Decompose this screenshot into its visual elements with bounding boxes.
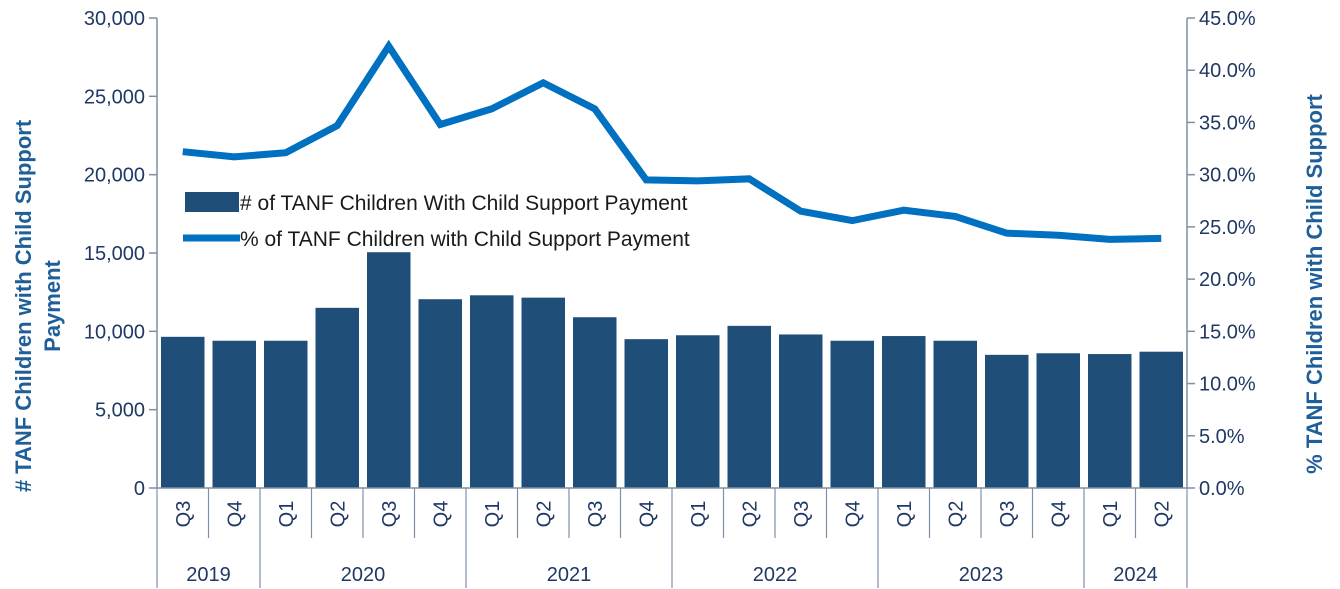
line-series xyxy=(182,39,1162,243)
year-label-1: 2020 xyxy=(341,564,386,586)
bar-13 xyxy=(830,340,874,488)
legend: # of TANF Children With Child Support Pa… xyxy=(183,192,690,251)
category-axis: Q3 Q4 Q1 Q2 Q3 Q4 Q1 Q2 Q3 Q4 Q1 Q2 Q3 Q4 Q1 Q2 Q3 Q4 Q1 Q2… xyxy=(156,488,1188,588)
year-label-3: 2022 xyxy=(753,564,798,586)
quarter-label-8: Q3 xyxy=(585,501,607,528)
bar-16 xyxy=(985,354,1029,488)
year-label-5: 2024 xyxy=(1113,564,1158,586)
axes xyxy=(156,18,1188,489)
bar-8 xyxy=(573,317,617,488)
quarter-label-19: Q2 xyxy=(1151,501,1173,528)
quarter-label-15: Q2 xyxy=(945,501,967,528)
right-tick-label-7: 35.0% xyxy=(1199,112,1256,134)
bar-7 xyxy=(521,297,565,488)
left-tick-label-0: 0 xyxy=(134,478,145,500)
right-tick-label-1: 5.0% xyxy=(1199,426,1245,448)
percent-line xyxy=(182,39,1162,243)
quarter-label-7: Q2 xyxy=(533,501,555,528)
right-axis-ticks: 0.0% 5.0% 10.0% 15.0% 20.0% 25.0% 30.0% 35.0% 40… xyxy=(1187,8,1256,500)
bar-1 xyxy=(212,340,256,488)
quarter-label-1: Q4 xyxy=(224,501,246,528)
left-tick-label-2: 10,000 xyxy=(84,321,145,343)
quarter-label-5: Q4 xyxy=(430,501,452,528)
legend-bar-label: # of TANF Children With Child Support Pa… xyxy=(240,192,688,215)
right-tick-label-4: 20.0% xyxy=(1199,269,1256,291)
left-tick-label-5: 25,000 xyxy=(84,86,145,108)
bar-15 xyxy=(933,340,977,488)
bar-3 xyxy=(315,307,359,488)
quarter-label-3: Q2 xyxy=(327,501,349,528)
quarter-label-9: Q4 xyxy=(636,501,658,528)
left-tick-label-4: 20,000 xyxy=(84,165,145,187)
quarter-label-0: Q3 xyxy=(173,501,195,528)
year-label-0: 2019 xyxy=(186,564,231,586)
left-tick-label-1: 5,000 xyxy=(95,400,145,422)
right-tick-label-6: 30.0% xyxy=(1199,165,1256,187)
left-tick-label-6: 30,000 xyxy=(84,8,145,30)
left-tick-label-3: 15,000 xyxy=(84,243,145,265)
right-tick-label-8: 40.0% xyxy=(1199,60,1256,82)
quarter-label-10: Q1 xyxy=(688,501,710,528)
quarter-label-18: Q1 xyxy=(1100,501,1122,528)
legend-line-label: % of TANF Children with Child Support Pa… xyxy=(240,228,690,251)
right-tick-label-3: 15.0% xyxy=(1199,321,1256,343)
quarter-label-13: Q4 xyxy=(842,501,864,528)
quarter-label-17: Q4 xyxy=(1048,501,1070,528)
quarter-label-14: Q1 xyxy=(894,501,916,528)
year-label-4: 2023 xyxy=(959,564,1004,586)
bar-10 xyxy=(676,335,720,488)
bar-14 xyxy=(882,336,926,488)
left-axis-title-line2: Payment xyxy=(40,259,65,351)
right-tick-label-0: 0.0% xyxy=(1199,478,1245,500)
right-tick-label-5: 25.0% xyxy=(1199,217,1256,239)
bar-12 xyxy=(779,334,823,488)
year-label-2: 2021 xyxy=(547,564,592,586)
bar-4 xyxy=(367,252,411,488)
quarter-label-16: Q3 xyxy=(997,501,1019,528)
bar-11 xyxy=(727,325,771,488)
bar-2 xyxy=(264,340,308,488)
bar-19 xyxy=(1139,351,1183,488)
quarter-label-4: Q3 xyxy=(379,501,401,528)
bar-series xyxy=(161,252,1183,488)
right-tick-label-9: 45.0% xyxy=(1199,8,1256,30)
right-axis-title: % TANF Children with Child Support xyxy=(1302,94,1327,474)
quarter-label-6: Q1 xyxy=(482,501,504,528)
bar-18 xyxy=(1088,354,1132,488)
legend-bar-swatch xyxy=(185,192,239,212)
quarter-label-12: Q3 xyxy=(791,501,813,528)
right-tick-label-2: 10.0% xyxy=(1199,374,1256,396)
bar-9 xyxy=(624,339,668,488)
left-axis-title-line1: # TANF Children with Child Support xyxy=(11,119,36,492)
left-axis-ticks: 0 5,000 10,000 15,000 20,000 25,000 30,000 xyxy=(84,8,157,500)
bar-17 xyxy=(1036,353,1080,488)
bar-5 xyxy=(418,299,462,488)
bar-0 xyxy=(161,336,205,488)
quarter-label-2: Q1 xyxy=(276,501,298,528)
bar-6 xyxy=(470,295,514,488)
quarter-label-11: Q2 xyxy=(739,501,761,528)
